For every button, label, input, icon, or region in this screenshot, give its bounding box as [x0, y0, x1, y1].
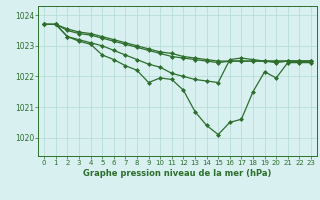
X-axis label: Graphe pression niveau de la mer (hPa): Graphe pression niveau de la mer (hPa): [84, 169, 272, 178]
